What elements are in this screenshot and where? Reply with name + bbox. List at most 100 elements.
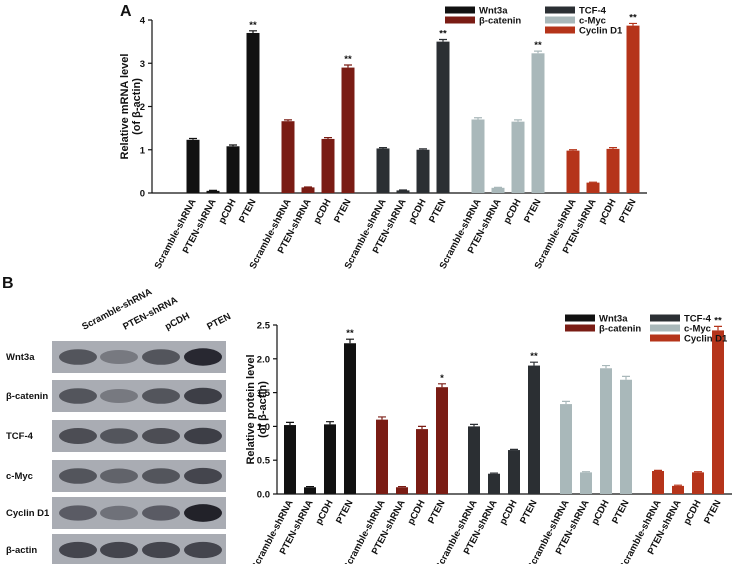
y-axis-label: (of β-actin) — [131, 78, 143, 135]
bar — [246, 32, 260, 193]
bar — [396, 487, 408, 494]
significance: ** — [249, 20, 257, 31]
legend-label: c-Myc — [579, 16, 606, 27]
significance: ** — [714, 315, 722, 326]
error-bar — [379, 146, 387, 149]
blot-band — [142, 541, 180, 559]
bar — [344, 343, 356, 494]
x-tick-label: pCDH — [502, 197, 524, 226]
y-tick-label: 0 — [140, 189, 145, 200]
bar — [416, 429, 428, 494]
y-tick-label: 2.5 — [257, 321, 271, 332]
legend-swatch — [565, 314, 595, 322]
error-bar — [418, 425, 426, 430]
blot-band — [142, 428, 180, 444]
bar — [560, 404, 572, 494]
bar — [600, 368, 612, 494]
y-tick-label: 0.5 — [257, 456, 271, 467]
x-tick-label: PTEN — [702, 498, 724, 526]
error-bar — [306, 485, 314, 488]
bar — [528, 365, 540, 494]
x-tick-label: PTEN — [522, 197, 544, 225]
x-tick-label: PTEN — [332, 197, 354, 225]
bar — [626, 25, 640, 194]
significance: * — [440, 373, 444, 384]
bar — [508, 450, 520, 494]
legend-swatch — [545, 6, 575, 14]
legend-label: β-catenin — [479, 16, 521, 27]
x-tick-label: pCDH — [498, 498, 520, 527]
error-bar — [602, 364, 610, 369]
error-bar — [344, 64, 352, 68]
blot-band — [59, 388, 97, 404]
error-bar — [284, 119, 292, 122]
blot-row-label: TCF-4 — [6, 431, 34, 442]
error-bar — [324, 137, 332, 139]
bar — [321, 138, 335, 193]
bar — [531, 53, 545, 193]
y-tick-label: 3 — [140, 59, 145, 70]
legend-label: TCF-4 — [579, 6, 607, 17]
bar — [620, 379, 632, 494]
blot-band — [184, 427, 222, 445]
blot-band — [100, 541, 138, 559]
error-bar — [378, 416, 386, 420]
y-tick-label: 2.0 — [257, 354, 270, 365]
blot-column-label: Scramble-shRNA — [80, 286, 154, 332]
blot-band — [142, 468, 180, 484]
error-bar — [569, 149, 577, 151]
blot-band — [142, 388, 180, 404]
error-bar — [474, 117, 482, 120]
significance: ** — [629, 12, 637, 23]
legend-swatch — [650, 334, 680, 342]
error-bar — [510, 448, 518, 451]
error-bar — [490, 472, 498, 474]
bar — [712, 330, 724, 494]
blot-band — [59, 541, 97, 559]
significance: ** — [530, 351, 538, 362]
bar — [468, 426, 480, 494]
blot-row-label: c-Myc — [6, 471, 33, 482]
x-tick-label: pCDH — [407, 197, 429, 226]
blot-band — [142, 349, 180, 365]
y-tick-label: 0.0 — [257, 490, 270, 501]
blot-band — [184, 504, 222, 522]
x-tick-label: PTEN — [610, 498, 632, 526]
legend-swatch — [565, 324, 595, 332]
bar — [511, 121, 525, 193]
blot-band — [184, 541, 222, 559]
x-tick-label: pCDH — [312, 197, 334, 226]
x-tick-label: PTEN — [237, 197, 259, 225]
error-bar — [514, 119, 522, 122]
x-tick-label: PTEN — [617, 197, 639, 225]
y-tick-label: 1.0 — [257, 422, 270, 433]
y-tick-label: 1.5 — [257, 388, 271, 399]
bar — [488, 473, 500, 494]
error-bar — [439, 38, 447, 42]
blot-band — [100, 349, 138, 365]
legend-label: TCF-4 — [684, 314, 712, 325]
blot-band — [184, 387, 222, 405]
bar — [281, 121, 295, 193]
blot-band — [100, 388, 138, 404]
legend-swatch — [445, 16, 475, 24]
blot-band — [100, 428, 138, 444]
bar — [491, 187, 505, 193]
bar — [324, 424, 336, 494]
bar — [586, 182, 600, 193]
x-tick-label: PTEN — [518, 498, 540, 526]
legend-label: Cyclin D1 — [684, 334, 728, 345]
blot-band — [142, 505, 180, 521]
x-tick-label: pCDH — [597, 197, 619, 226]
error-bar — [286, 421, 294, 426]
y-tick-label: 1 — [140, 145, 146, 156]
error-bar — [438, 383, 446, 388]
bar — [206, 190, 220, 193]
y-axis-label: Relative mRNA level — [119, 54, 131, 160]
bar — [304, 487, 316, 494]
blot-row-label: β-actin — [6, 545, 37, 556]
blot-row-label: β-catenin — [6, 391, 48, 402]
legend-swatch — [650, 324, 680, 332]
error-bar — [346, 338, 354, 344]
